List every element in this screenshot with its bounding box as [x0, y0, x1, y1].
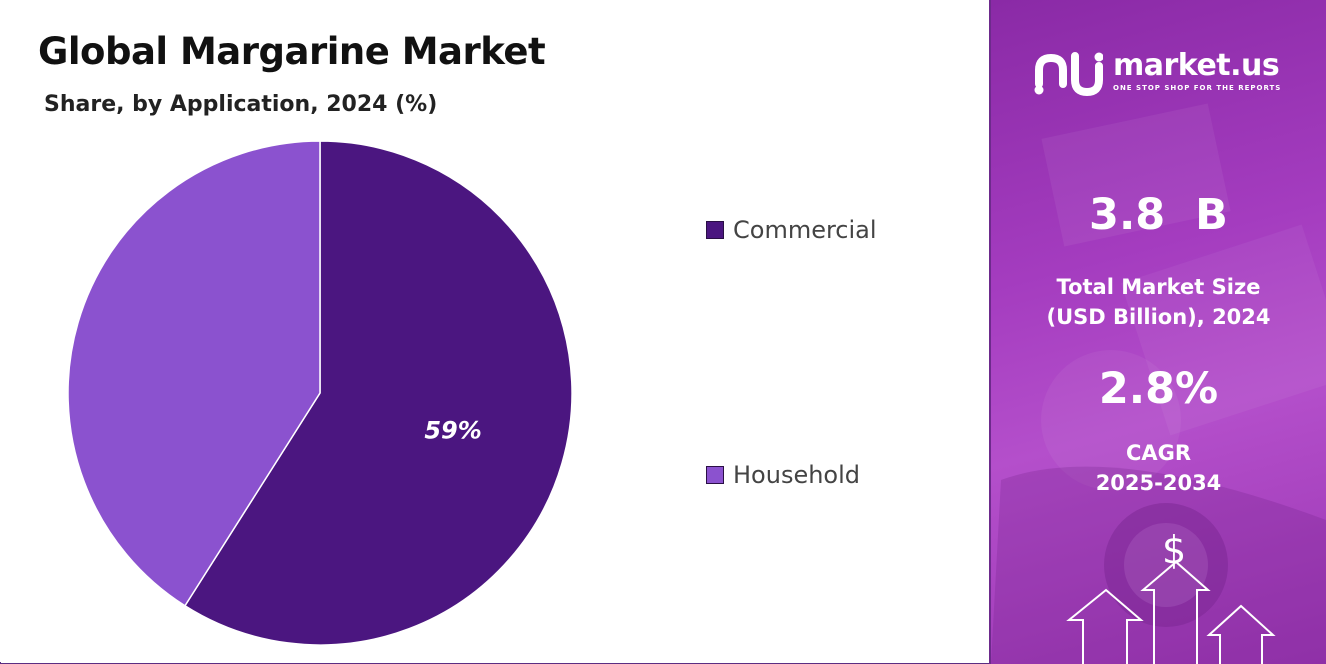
chart-subtitle: Share, by Application, 2024 (%)	[44, 92, 438, 117]
chart-panel: Global Margarine Market Share, by Applic…	[38, 30, 877, 646]
pie-slice-household	[67, 140, 321, 607]
market-size-label-line1: Total Market Size	[1056, 275, 1261, 299]
panel-divider	[989, 0, 991, 664]
stats-sidebar: market.us ONE STOP SHOP FOR THE REPORTS …	[991, 0, 1326, 664]
growth-arrows-icon	[1066, 560, 1276, 664]
brand-logo: market.us ONE STOP SHOP FOR THE REPORTS	[1033, 48, 1313, 108]
legend-item-household: Household	[706, 461, 860, 489]
legend-label-household: Household	[733, 461, 861, 489]
legend-item-commercial: Commercial	[706, 216, 877, 244]
market-size-label-line2: (USD Billion), 2024	[1046, 305, 1271, 329]
background-decoration	[991, 103, 1326, 664]
legend-swatch-household	[706, 466, 724, 484]
data-label-commercial: 59%	[424, 417, 481, 445]
legend-swatch-commercial	[706, 221, 724, 239]
chart-title: Global Margarine Market	[38, 30, 546, 73]
market-us-logo-icon	[1034, 52, 1103, 97]
pie-chart: 59%	[67, 140, 573, 646]
cagr-label: CAGR 2025-2034	[991, 438, 1326, 498]
pie-slice-commercial	[183, 140, 573, 646]
cagr-label-line1: CAGR	[1125, 441, 1192, 465]
market-size-value: 3.8 B	[1089, 190, 1228, 240]
brand-tagline: ONE STOP SHOP FOR THE REPORTS	[1113, 84, 1282, 92]
legend-label-commercial: Commercial	[733, 216, 877, 244]
market-size-label: Total Market Size (USD Billion), 2024	[991, 272, 1326, 332]
cagr-label-line2: 2025-2034	[1095, 471, 1222, 495]
brand-name: market.us	[1113, 48, 1280, 83]
cagr-value: 2.8%	[1098, 364, 1219, 414]
